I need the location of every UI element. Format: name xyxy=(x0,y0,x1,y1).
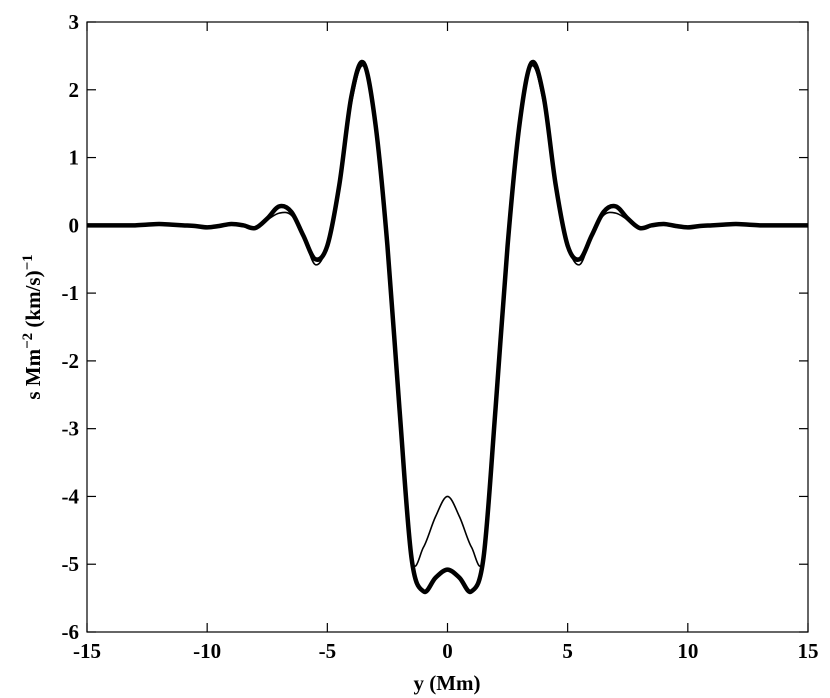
y-tick-label: -6 xyxy=(62,620,80,644)
y-tick-label: -3 xyxy=(62,417,80,441)
y-axis-label-exponent: −2 xyxy=(20,333,36,349)
y-axis-label-part: s Mm xyxy=(21,348,45,399)
x-tick-label: 15 xyxy=(798,639,819,663)
y-tick-label: 0 xyxy=(69,213,80,237)
y-tick-label: -2 xyxy=(62,349,80,373)
y-tick-label: -5 xyxy=(62,552,80,576)
x-tick-label: 0 xyxy=(442,639,453,663)
y-tick-label: -4 xyxy=(62,484,80,508)
y-tick-label: 3 xyxy=(69,10,80,34)
x-tick-label: 5 xyxy=(562,639,573,663)
x-axis-label: y (Mm) xyxy=(413,671,480,695)
y-axis-label: s Mm−2 (km/s)−1 xyxy=(20,254,45,399)
y-tick-label: 2 xyxy=(69,78,80,102)
data-line xyxy=(86,59,808,595)
x-tick-label: 10 xyxy=(677,639,698,663)
x-tick-label: -15 xyxy=(73,639,101,663)
y-axis-label-exponent: −1 xyxy=(20,254,36,270)
x-tick-label: -5 xyxy=(319,639,337,663)
y-tick-label: 1 xyxy=(69,146,80,170)
y-axis-label-part: (km/s) xyxy=(21,270,45,332)
data-line xyxy=(86,65,808,567)
plot-frame xyxy=(86,21,809,633)
y-tick-label: -1 xyxy=(62,281,80,305)
x-tick-label: -10 xyxy=(193,639,221,663)
